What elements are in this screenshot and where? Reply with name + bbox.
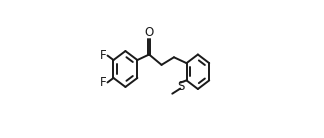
Text: S: S — [177, 80, 184, 93]
Text: O: O — [145, 26, 154, 39]
Text: F: F — [100, 49, 107, 62]
Text: F: F — [100, 76, 107, 89]
